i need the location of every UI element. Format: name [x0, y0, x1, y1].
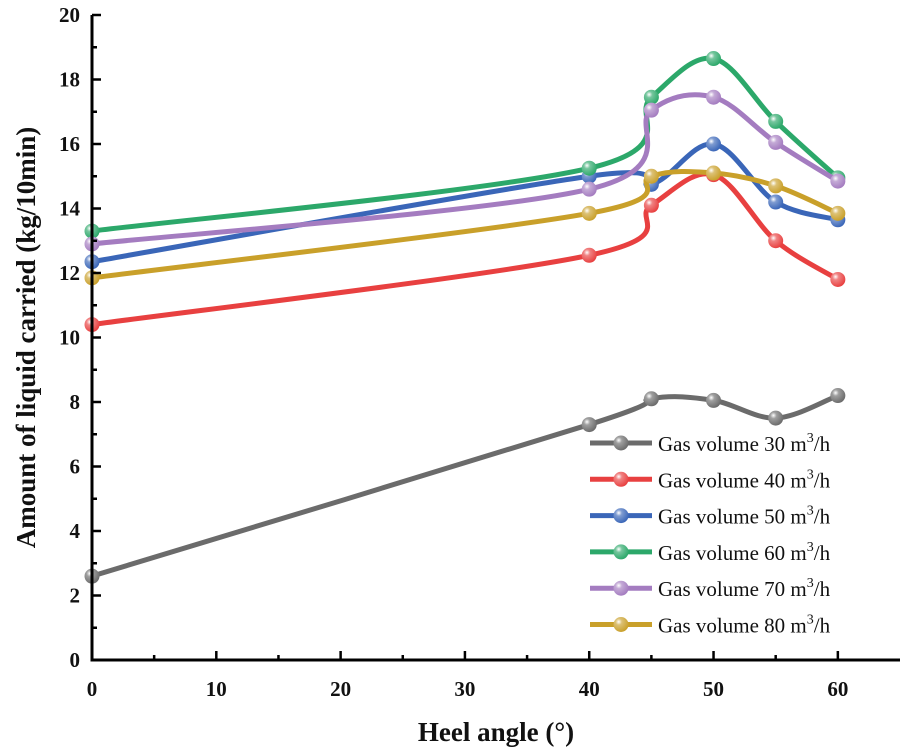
- legend-item-4: Gas volume 60 m3/h: [590, 540, 831, 565]
- legend-label: Gas volume 50 m3/h: [658, 504, 831, 529]
- series-6: [84, 165, 846, 286]
- data-point: [768, 410, 784, 426]
- series-5: [84, 89, 846, 252]
- data-point: [768, 194, 784, 210]
- axes: 0 2 4 6 8 10 12 14 16 18 20 0 10 20 30 40 50 60: [59, 3, 900, 701]
- legend-label: Gas volume 70 m3/h: [658, 576, 831, 601]
- x-tick-label: 10: [206, 677, 227, 701]
- data-point: [581, 205, 597, 221]
- legend: Gas volume 30 m3/h Gas volume 40 m3/h Gas …: [590, 431, 831, 638]
- data-point: [706, 392, 722, 408]
- y-tick-label: 8: [70, 390, 81, 414]
- legend-marker: [613, 617, 629, 632]
- data-point: [706, 51, 722, 67]
- data-point: [643, 197, 659, 213]
- legend-item-2: Gas volume 40 m3/h: [590, 467, 831, 492]
- data-point: [768, 113, 784, 129]
- data-point: [581, 417, 597, 433]
- y-tick-label: 20: [59, 3, 80, 27]
- data-point: [581, 247, 597, 263]
- x-tick-label: 30: [454, 677, 475, 701]
- data-point: [830, 173, 846, 189]
- data-point: [581, 160, 597, 176]
- data-point: [643, 89, 659, 105]
- data-point: [768, 233, 784, 249]
- y-tick-label: 14: [59, 197, 81, 221]
- series-2: [84, 167, 846, 333]
- legend-item-6: Gas volume 80 m3/h: [590, 613, 831, 638]
- data-point: [706, 165, 722, 181]
- y-tick-label: 2: [70, 584, 81, 608]
- y-tick-label: 0: [70, 648, 81, 672]
- x-tick-label: 0: [87, 677, 98, 701]
- data-point: [830, 205, 846, 221]
- x-tick-label: 60: [827, 677, 848, 701]
- data-point: [768, 134, 784, 150]
- data-point: [830, 271, 846, 287]
- y-tick-label: 4: [70, 519, 81, 543]
- legend-marker: [613, 580, 629, 596]
- series-3: [84, 136, 846, 270]
- y-axis-title: Amount of liquid carried (kg/10min): [11, 127, 41, 549]
- y-tick-label: 10: [59, 326, 80, 350]
- legend-label: Gas volume 30 m3/h: [658, 431, 831, 456]
- legend-item-1: Gas volume 30 m3/h: [590, 431, 831, 456]
- y-tick-label: 6: [70, 455, 81, 479]
- legend-item-3: Gas volume 50 m3/h: [590, 504, 831, 529]
- data-point: [643, 168, 659, 184]
- series-line: [89, 55, 841, 234]
- y-tick-label: 16: [59, 132, 80, 156]
- y-tick-label: 12: [59, 261, 80, 285]
- y-tick-label: 18: [59, 68, 80, 92]
- legend-marker: [613, 544, 629, 560]
- x-tick-label: 50: [703, 677, 724, 701]
- data-point: [581, 181, 597, 197]
- data-point: [768, 178, 784, 194]
- data-point: [706, 89, 722, 105]
- legend-marker: [613, 471, 629, 487]
- data-point: [706, 136, 722, 152]
- data-point: [830, 388, 846, 404]
- series-line: [89, 92, 841, 247]
- legend-marker: [613, 435, 629, 451]
- legend-label: Gas volume 40 m3/h: [658, 467, 831, 492]
- legend-item-5: Gas volume 70 m3/h: [590, 576, 831, 601]
- legend-marker: [613, 508, 629, 524]
- x-tick-label: 20: [330, 677, 351, 701]
- legend-label: Gas volume 80 m3/h: [658, 613, 831, 638]
- series-1: [84, 388, 846, 584]
- series-line: [89, 141, 841, 265]
- data-point: [643, 102, 659, 118]
- data-point: [643, 391, 659, 407]
- legend-label: Gas volume 60 m3/h: [658, 540, 831, 565]
- x-axis-title: Heel angle (°): [418, 717, 574, 747]
- x-tick-label: 40: [579, 677, 600, 701]
- series-layer: [84, 51, 846, 584]
